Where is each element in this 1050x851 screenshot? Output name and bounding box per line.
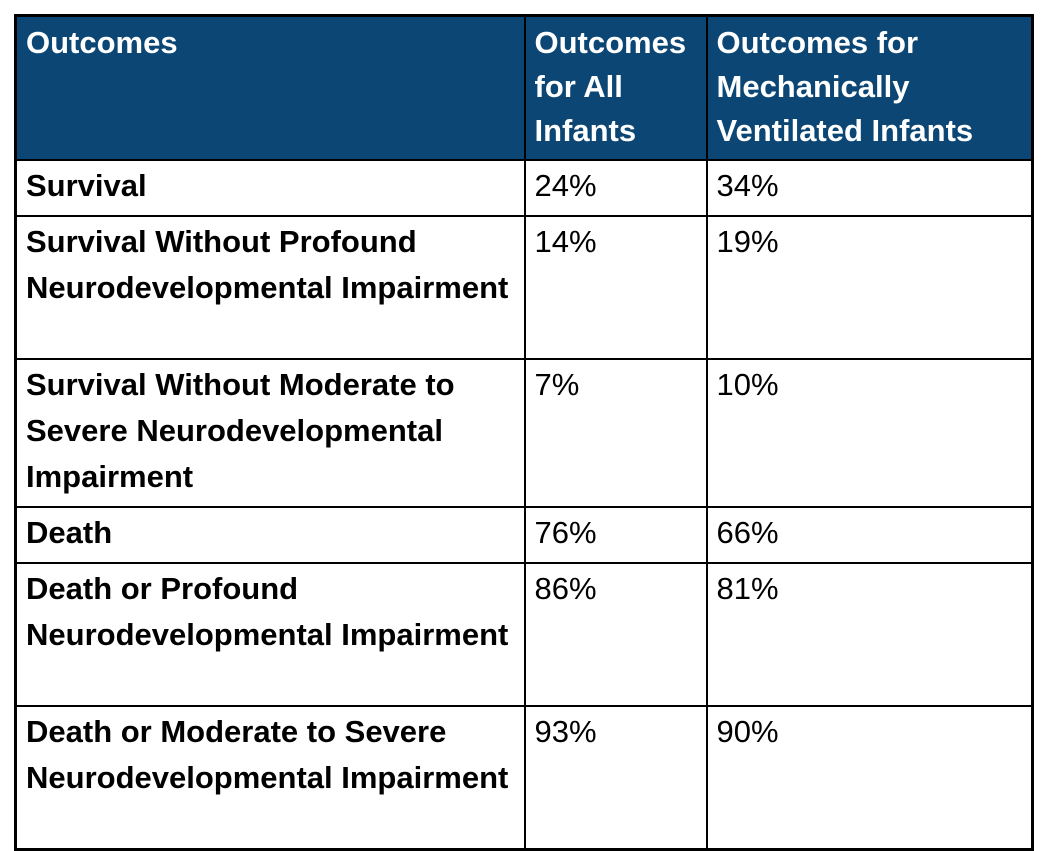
outcomes-table: Outcomes Outcomes for All Infants Outcom… [14,14,1034,851]
column-header-all-infants: Outcomes for All Infants [523,14,708,161]
ventilated-value-cell: 10% [705,358,1034,508]
ventilated-value-cell: 19% [705,215,1034,360]
all-infants-value-cell: 14% [523,215,708,360]
outcome-label-cell: Death or Moderate to Severe Neurodevelop… [14,705,526,850]
all-infants-value-cell: 76% [523,506,708,564]
ventilated-value-cell: 81% [705,562,1034,707]
ventilated-value-cell: 66% [705,506,1034,564]
column-header-ventilated-infants: Outcomes for Mechanically Ventilated Inf… [705,14,1034,161]
outcomes-table-container: Outcomes Outcomes for All Infants Outcom… [14,14,1034,851]
column-header-outcomes: Outcomes [14,14,526,161]
table-row-survival-without-moderate-severe-ndi: Survival Without Moderate to Severe Neur… [14,358,1034,508]
table-row-death-or-moderate-severe-ndi: Death or Moderate to Severe Neurodevelop… [14,705,1034,850]
header-row: Outcomes Outcomes for All Infants Outcom… [14,14,1034,161]
all-infants-value-cell: 93% [523,705,708,850]
outcome-label-cell: Survival Without Profound Neurodevelopme… [14,215,526,360]
table-row-death-or-profound-ndi: Death or Profound Neurodevelopmental Imp… [14,562,1034,707]
outcome-label-cell: Death or Profound Neurodevelopmental Imp… [14,562,526,707]
all-infants-value-cell: 86% [523,562,708,707]
ventilated-value-cell: 90% [705,705,1034,850]
outcome-label-cell: Survival [14,159,526,217]
table-row-survival-without-profound-ndi: Survival Without Profound Neurodevelopme… [14,215,1034,360]
all-infants-value-cell: 24% [523,159,708,217]
ventilated-value-cell: 34% [705,159,1034,217]
table-row-death: Death 76% 66% [14,506,1034,564]
all-infants-value-cell: 7% [523,358,708,508]
table-row-survival: Survival 24% 34% [14,159,1034,217]
outcome-label-cell: Death [14,506,526,564]
outcome-label-cell: Survival Without Moderate to Severe Neur… [14,358,526,508]
